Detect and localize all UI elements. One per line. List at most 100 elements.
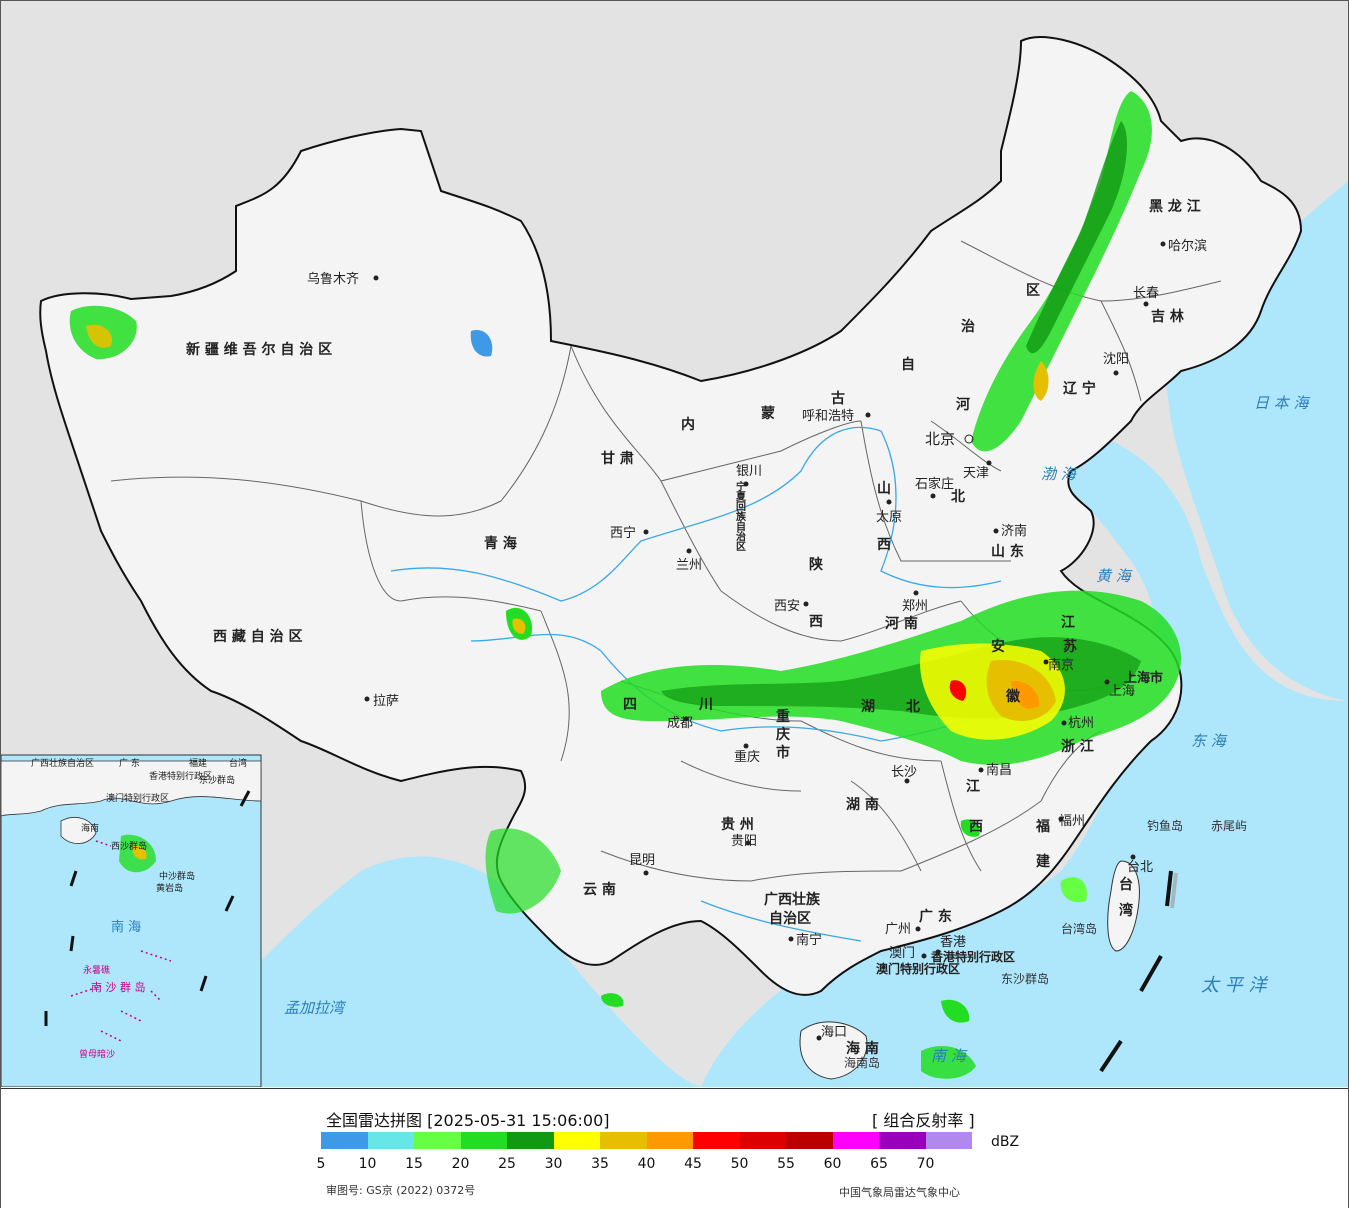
scale-ticks: 5 10 15 20 25 30 35 40 45 50 55 60 65 70 [317,1156,1021,1176]
scale-tick-2: 15 [405,1156,423,1172]
region-hongkong: 香港特别行政区 [930,949,1015,964]
city-taiyuan: 太原 [876,510,902,525]
city-macau: 澳门 [889,945,915,961]
region-neimenggu-5: 治 [961,318,975,335]
region-xinjiang: 新 疆 维 吾 尔 自 治 区 [186,341,332,358]
city-guiyang: 贵阳 [731,834,757,849]
city-nanjing: 南京 [1048,657,1074,673]
region-sichuan-2: 川 [698,697,713,713]
region-zhejiang: 浙 江 [1061,738,1094,755]
island-dongsha: 东沙群岛 [1001,971,1049,986]
city-kunming: 昆明 [629,853,655,868]
city-xining: 西宁 [610,525,636,541]
region-hebei-1: 河 [956,396,970,413]
inset-dongsha: 东沙群岛 [199,774,235,786]
scale-swatch-10 [786,1132,833,1149]
island-diaoyu: 钓鱼岛 [1147,818,1183,833]
inset-fujian: 福建 [189,757,207,769]
color-scale [321,1132,972,1149]
scale-tick-8: 45 [684,1156,702,1172]
city-shanghai: 上海 [1109,684,1135,699]
region-guangxi-1: 广西壮族 [764,891,821,908]
region-shanghai: 上海市 [1124,670,1163,686]
region-neimenggu-1: 内 [681,416,695,433]
scale-swatch-13 [925,1132,972,1149]
region-hubei-1: 湖 [861,699,875,715]
island-taiwan: 台湾岛 [1061,921,1097,936]
region-neimenggu-2: 蒙 [761,405,775,422]
city-lhasa: 拉萨 [373,694,399,709]
sea-bohai: 渤 海 [1041,465,1078,483]
region-shanxi-2: 西 [877,537,891,553]
city-shenyang: 沈阳 [1103,352,1129,367]
scale-swatch-5 [553,1132,600,1149]
inset-macau: 澳门特别行政区 [106,792,169,804]
region-sichuan-1: 四 [623,697,637,713]
sea-mengjialawan: 孟加拉湾 [284,999,347,1017]
city-changsha: 长沙 [891,765,917,780]
region-anhui-1: 安 [991,638,1005,655]
region-xizang: 西 藏 自 治 区 [213,628,303,645]
legend-panel: 全国雷达拼图 [2025-05-31 15:06:00] [ 组合反射率 ] d… [1,1088,1348,1208]
city-yinchuan: 银川 [736,464,762,479]
agency-name: 中国气象局雷达气象中心 [839,1186,960,1199]
region-jiangxi-2: 西 [969,819,983,835]
radar-echoes [69,91,1181,1079]
sea-donghai: 东 海 [1191,732,1228,750]
region-gansu-1: 甘 肃 [601,450,634,467]
scale-swatch-3 [460,1132,507,1149]
region-guangxi-2: 自治区 [769,910,811,927]
scale-tick-7: 40 [637,1156,656,1172]
region-neimenggu-3: 古 [831,390,845,407]
region-macau: 澳门特别行政区 [876,961,960,976]
region-shandong: 山 东 [991,543,1024,560]
region-guangdong: 广 东 [919,908,952,925]
inset-hk: 香港特别行政区 [149,770,212,782]
scale-swatch-0 [321,1132,368,1149]
region-qinghai: 青 海 [484,535,517,552]
inset-nanhai: 南 海 [111,919,141,935]
island-hainan: 海南岛 [844,1055,880,1070]
inset-taiwan: 台湾 [229,757,247,769]
scale-tick-11: 60 [823,1156,842,1172]
map-area: 新 疆 维 吾 尔 自 治 区 西 藏 自 治 区 青 海 甘 肃 内 蒙 古 … [1,1,1348,1087]
city-shijiazhuang: 石家庄 [915,476,954,492]
city-zhengzhou: 郑州 [902,599,928,614]
scale-swatch-9 [739,1132,786,1149]
region-fujian-2: 建 [1036,853,1050,870]
legend-unit: dBZ [991,1134,1020,1150]
scale-tick-10: 55 [777,1156,795,1172]
sea-taipingyang: 太 平 洋 [1201,975,1268,996]
inset-xisha: 西沙群岛 [111,840,147,852]
inset-nansha: 南 沙 群 岛 [91,980,146,994]
region-shanxi-1: 山 [877,481,891,497]
city-beijing: 北京 [925,430,955,448]
region-yunnan: 云 南 [583,881,616,898]
region-chongqing-2: 庆 [776,726,790,743]
city-hangzhou: 杭州 [1068,716,1094,731]
scale-swatch-11 [832,1132,879,1149]
sea-ribenhai: 日 本 海 [1254,394,1311,412]
scale-swatch-8 [693,1132,740,1149]
region-ningxia: 宁夏回族自治区 [734,480,747,551]
city-guangzhou: 广州 [885,922,911,937]
region-jiangsu-1: 江 [1061,614,1075,631]
legend-title: 全国雷达拼图 [2025-05-31 15:06:00] [326,1111,610,1130]
scale-tick-5: 30 [544,1156,563,1172]
scale-tick-9: 50 [730,1156,749,1172]
inset-guangxi: 广西壮族自治区 [31,757,94,769]
scale-swatch-6 [600,1132,647,1149]
region-hunan: 湖 南 [846,796,879,813]
city-nanning: 南宁 [796,932,822,948]
sea-nanhai: 南 海 [931,1047,968,1065]
city-taipei: 台北 [1127,860,1153,875]
inset-zhongsha: 中沙群岛 [159,870,195,882]
region-jiangsu-2: 苏 [1063,638,1077,655]
scale-tick-13: 70 [916,1156,935,1172]
region-anhui-2: 徽 [1005,688,1021,705]
region-liaoning: 辽 宁 [1063,380,1096,397]
region-jilin: 吉 林 [1151,308,1184,325]
region-hebei-2: 北 [951,489,965,505]
city-nanchang: 南昌 [986,762,1012,778]
